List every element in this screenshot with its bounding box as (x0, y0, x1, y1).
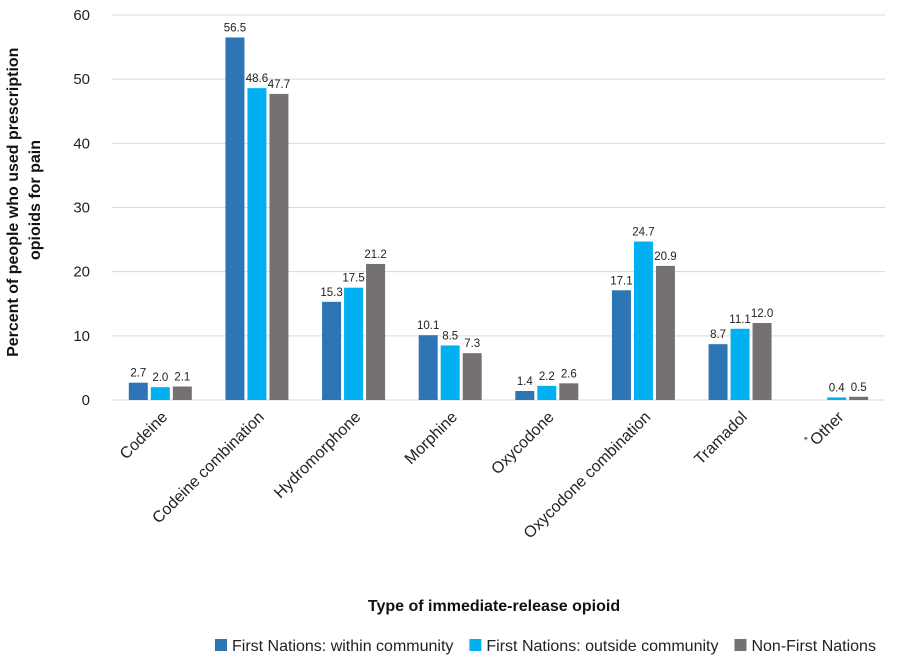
bar (849, 396, 869, 400)
bar (418, 335, 438, 400)
x-category-label: Hydromorphone (271, 409, 364, 502)
data-label: 2.1 (174, 372, 190, 384)
y-axis-title-line-1: Percent of people who used prescription (5, 48, 22, 357)
data-label: 7.3 (464, 338, 480, 350)
legend-label: Non-First Nations (751, 638, 875, 655)
x-category-label: *Other (802, 406, 848, 452)
bar (269, 93, 289, 401)
data-label: 2.0 (152, 372, 168, 384)
bar (322, 301, 342, 400)
bar (655, 265, 675, 400)
x-category-label: Tramadol (692, 409, 751, 468)
y-tick-label: 40 (73, 135, 90, 152)
bar (537, 385, 557, 400)
data-label: 20.9 (654, 251, 676, 263)
y-axis-title-line-2: opioids for pain (27, 140, 44, 260)
x-category-label: Oxycodone (488, 409, 557, 478)
data-label: 56.5 (224, 22, 246, 34)
bar (462, 353, 482, 400)
bar (633, 241, 653, 400)
bar (225, 37, 245, 400)
y-axis-ticks: 0 10 20 30 40 50 60 (73, 7, 90, 409)
y-axis-title: Percent of people who used prescription … (5, 43, 44, 357)
data-label: 48.6 (246, 73, 268, 85)
bar (752, 323, 772, 400)
bar (611, 290, 631, 400)
x-category-superscript: * (802, 435, 813, 446)
data-labels: 2.7 2.0 2.1 56.5 48.6 47.7 15.317.521.2 10.18.5… (130, 22, 866, 394)
bar (730, 328, 750, 400)
data-label: 2.2 (539, 371, 555, 383)
data-label: 15.3 (320, 287, 342, 299)
x-category-label: Codeine (117, 409, 171, 463)
data-label: 0.5 (851, 382, 867, 394)
legend-swatch (469, 639, 482, 651)
legend-label: First Nations: within community (232, 638, 453, 655)
bar (827, 397, 847, 400)
y-tick-label: 50 (73, 71, 90, 88)
data-label: 2.6 (561, 368, 577, 380)
legend-label: First Nations: outside community (486, 638, 718, 655)
data-label: 2.7 (130, 368, 146, 380)
data-label: 24.7 (632, 227, 654, 239)
data-label: 12.0 (751, 308, 773, 320)
data-label: 21.2 (364, 249, 386, 261)
bar (515, 391, 535, 400)
data-label: 8.7 (710, 329, 726, 341)
y-tick-label: 30 (73, 200, 90, 217)
bar (559, 383, 579, 400)
legend-swatch (734, 639, 747, 651)
y-tick-label: 60 (73, 7, 90, 24)
legend-swatch (215, 639, 227, 651)
bar (708, 344, 728, 400)
bar (440, 345, 460, 400)
data-label: 1.4 (517, 376, 534, 388)
y-tick-label: 0 (82, 392, 90, 409)
y-tick-label: 10 (73, 328, 90, 345)
x-axis-title: Type of immediate-release opioid (368, 598, 620, 615)
bar (150, 387, 170, 400)
data-label: 17.1 (610, 275, 632, 287)
data-label: 17.5 (342, 273, 364, 285)
bar (172, 386, 192, 400)
x-category-label: Codeine combination (149, 409, 267, 527)
x-category-text: Other (807, 408, 848, 449)
bar (344, 287, 364, 400)
bar (366, 263, 386, 400)
bar (247, 88, 267, 401)
bar (128, 382, 148, 400)
data-label: 8.5 (442, 330, 458, 342)
data-label: 47.7 (268, 79, 290, 91)
bars (128, 37, 869, 401)
data-label: 10.1 (417, 320, 439, 332)
y-tick-label: 20 (73, 264, 90, 281)
legend: First Nations: within community First Nat… (215, 638, 876, 655)
data-label: 11.1 (729, 314, 751, 326)
x-category-label: Morphine (402, 409, 461, 468)
data-label: 0.4 (829, 382, 846, 394)
